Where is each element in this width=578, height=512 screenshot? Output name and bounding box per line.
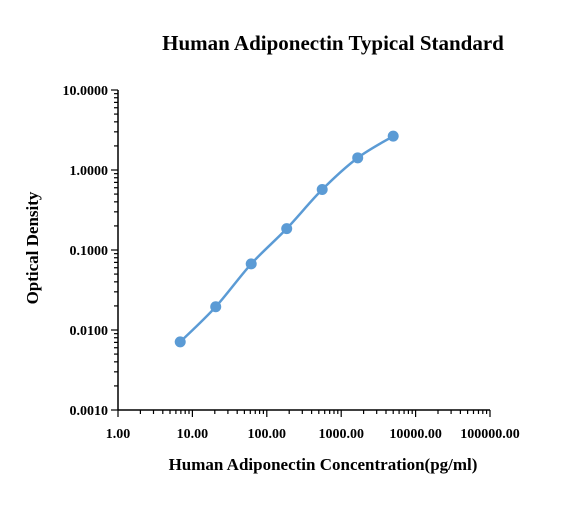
y-axis-ticks: 0.0010 0.0100 0.1000 1.0000 10.0000 bbox=[63, 84, 118, 419]
data-point bbox=[245, 258, 257, 270]
chart-title: Human Adiponectin Typical Standard bbox=[162, 31, 504, 55]
data-point bbox=[316, 184, 328, 196]
x-axis-label: Human Adiponectin Concentration(pg/ml) bbox=[169, 455, 478, 474]
y-tick-label: 1.0000 bbox=[70, 164, 109, 179]
x-tick-label: 10.00 bbox=[177, 427, 209, 442]
x-tick-label: 1.00 bbox=[106, 427, 131, 442]
x-tick-label: 10000.00 bbox=[389, 427, 442, 442]
data-point bbox=[352, 152, 364, 164]
series-line bbox=[179, 135, 394, 343]
y-tick-label: 0.1000 bbox=[70, 244, 109, 259]
y-tick-label: 10.0000 bbox=[63, 84, 109, 99]
x-tick-label: 1000.00 bbox=[318, 427, 364, 442]
data-point bbox=[210, 301, 222, 313]
series-layer bbox=[174, 130, 399, 348]
data-point bbox=[387, 130, 399, 142]
x-tick-label: 100.00 bbox=[248, 427, 287, 442]
data-point bbox=[174, 336, 186, 348]
y-tick-label: 0.0100 bbox=[70, 324, 109, 339]
y-tick-label: 0.0010 bbox=[70, 404, 109, 419]
x-tick-label: 100000.00 bbox=[460, 427, 520, 442]
x-axis-ticks: 1.00 10.00 100.00 1000.00 10000.00 100000.00 bbox=[106, 410, 520, 442]
y-axis-label: Optical Density bbox=[23, 191, 42, 304]
data-point bbox=[281, 223, 293, 235]
